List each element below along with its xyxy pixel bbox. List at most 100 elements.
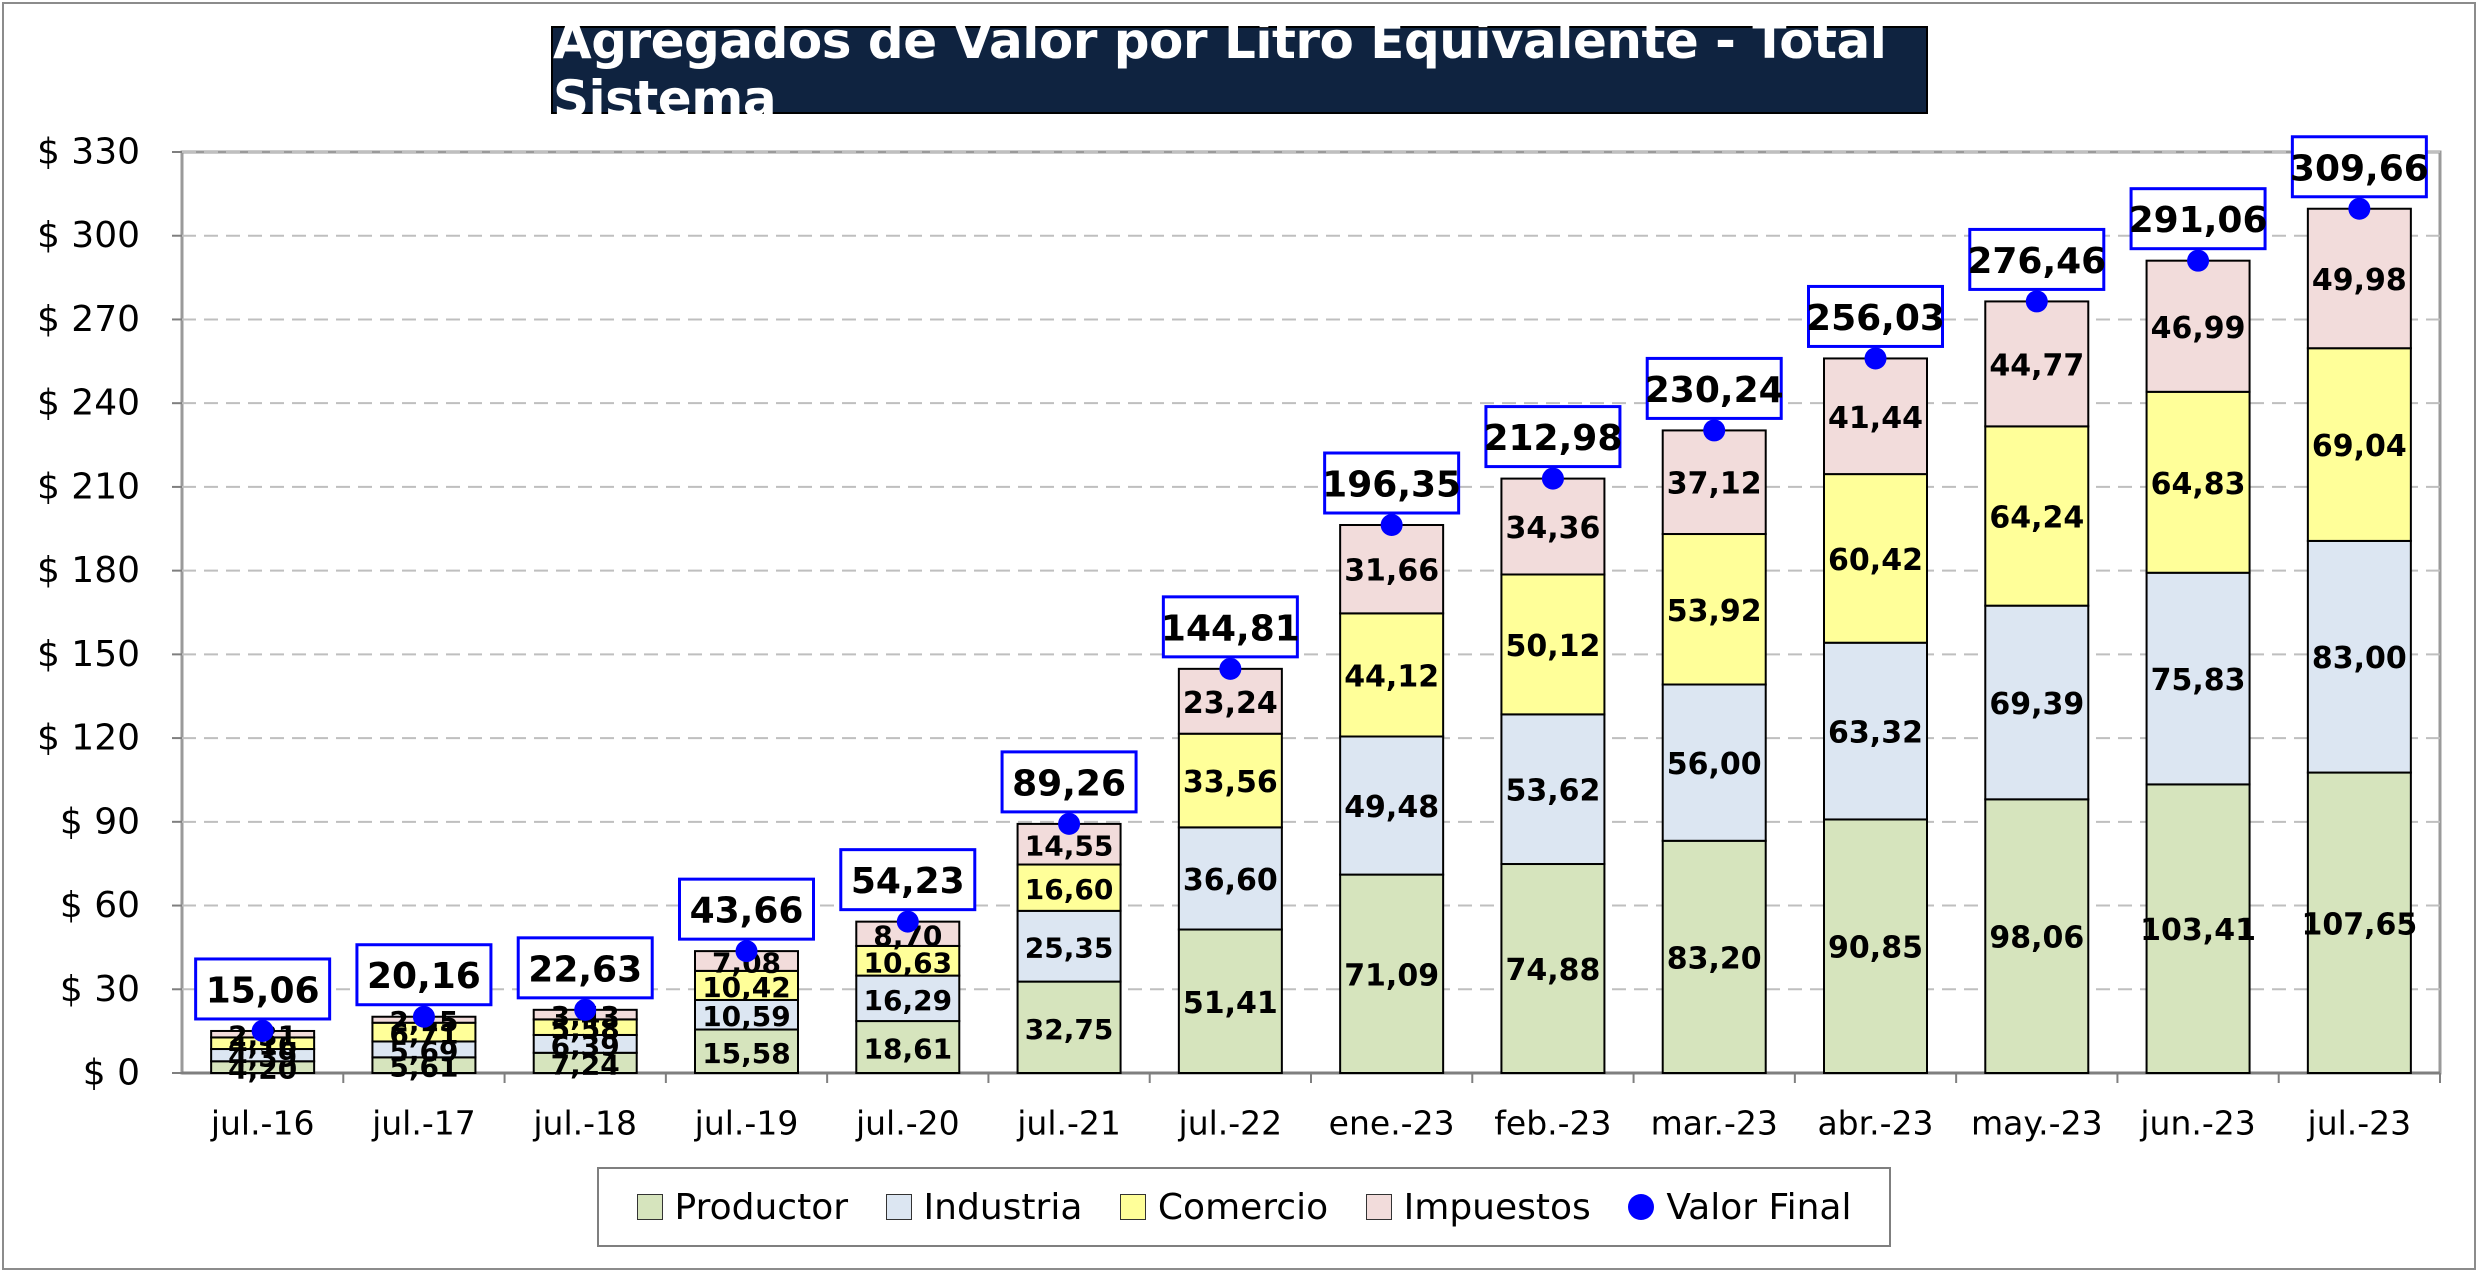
bar-label: 32,75	[1025, 1013, 1114, 1046]
bar-segment-industria	[1339, 735, 1445, 876]
total-label: 22,63	[528, 949, 642, 990]
chart-title-box: Agregados de Valor por Litro Equivalente…	[551, 12, 1928, 128]
x-tick-label: jul.-16	[210, 1104, 315, 1143]
valor-final-point	[412, 1005, 435, 1028]
total-label-box	[1000, 750, 1138, 814]
y-tick-label: $ 300	[37, 215, 140, 256]
total-label-box	[1323, 451, 1461, 515]
bar-label: 69,04	[2312, 429, 2407, 464]
bar-label: 83,00	[2312, 641, 2407, 676]
bar-segment-productor	[1823, 818, 1928, 1075]
bar-label: 75,83	[2151, 663, 2246, 698]
bar-segment-comercio	[855, 944, 961, 977]
bar-label: 51,41	[1183, 986, 1278, 1021]
valor-final-point	[735, 940, 758, 963]
bar-segment-impuestos	[1661, 429, 1767, 536]
total-label-box	[516, 936, 654, 1000]
bar-label: 10,59	[702, 1000, 791, 1033]
bar-label: 25,35	[1025, 932, 1114, 965]
total-label: 89,26	[1012, 763, 1126, 804]
bar-segment-comercio	[1339, 612, 1445, 738]
bar-segment-impuestos	[2306, 207, 2412, 350]
total-label: 212,98	[1483, 418, 1622, 459]
bar-label: 53,62	[1505, 774, 1600, 809]
x-tick-label: may.-23	[1971, 1104, 2103, 1143]
legend-label-industria: Industria	[923, 1186, 1083, 1228]
total-label: 276,46	[1967, 241, 2106, 282]
y-tick-label: $ 30	[60, 969, 140, 1010]
bar-segment-industria	[1500, 713, 1606, 866]
bar-label: 14,55	[1025, 830, 1114, 863]
y-tick-label: $ 210	[37, 466, 140, 507]
total-label-box	[839, 848, 977, 912]
total-label-box	[1484, 405, 1622, 469]
bar-label: 46,99	[2151, 311, 2246, 346]
y-tick-label: $ 90	[60, 801, 140, 842]
bar-label: 63,32	[1828, 716, 1923, 751]
bar-label: 16,29	[863, 984, 952, 1017]
y-tick-label: $ 150	[37, 634, 140, 675]
bar-label: 64,83	[2151, 467, 2246, 502]
bar-segment-impuestos	[1339, 524, 1445, 615]
valor-final-point	[1380, 514, 1403, 537]
bar-label: 44,77	[1989, 348, 2084, 383]
total-label: 230,24	[1645, 370, 1784, 411]
total-label-box	[1807, 284, 1944, 348]
bar-segment-comercio	[2306, 347, 2412, 542]
total-label: 15,06	[206, 970, 320, 1011]
x-tick-label: jul.-18	[532, 1104, 637, 1143]
bar-label: 74,88	[1505, 953, 1600, 988]
total-label-box	[2129, 187, 2267, 251]
valor-final-point	[2025, 290, 2048, 313]
x-tick-label: jun.-23	[2139, 1104, 2255, 1143]
bar-label: 18,61	[863, 1033, 952, 1066]
total-label: 20,16	[367, 956, 481, 997]
total-label-box	[2290, 135, 2428, 199]
legend-item-impuestos: Impuestos	[1365, 1186, 1591, 1228]
total-label-box	[1645, 356, 1783, 420]
y-tick-label: $ 60	[60, 885, 140, 926]
bar-segment-industria	[1823, 641, 1928, 821]
bar-segment-productor	[1339, 873, 1445, 1075]
bar-label: 98,06	[1989, 921, 2084, 956]
bar-label: 10,63	[863, 946, 952, 979]
bar-label: 64,24	[1989, 501, 2084, 536]
total-label: 256,03	[1806, 298, 1945, 339]
bar-label: 36,60	[1183, 863, 1278, 898]
x-tick-label: abr.-23	[1817, 1104, 1933, 1143]
bar-label: 33,56	[1183, 765, 1278, 800]
bar-segment-industria	[2145, 571, 2251, 786]
bar-label: 103,41	[2140, 913, 2256, 948]
bar-label: 23,24	[1183, 686, 1278, 721]
bar-segment-comercio	[1984, 425, 2090, 607]
bar-label: 31,66	[1344, 554, 1439, 589]
x-tick-label: jul.-19	[694, 1104, 799, 1143]
y-tick-label: $ 270	[37, 299, 140, 340]
bar-segment-comercio	[1661, 533, 1767, 686]
bar-segment-comercio	[694, 969, 799, 1001]
valor-final-point	[896, 910, 919, 933]
y-tick-label: $ 180	[37, 550, 140, 591]
bar-segment-productor	[1661, 839, 1767, 1075]
legend-swatch-industria	[885, 1194, 912, 1220]
y-tick-label: $ 240	[37, 383, 140, 424]
total-label: 291,06	[2129, 200, 2268, 241]
bar-label: 90,85	[1828, 931, 1923, 966]
legend-label-comercio: Comercio	[1157, 1186, 1329, 1228]
bar-segment-productor	[2145, 783, 2251, 1074]
legend-swatch-comercio	[1119, 1194, 1146, 1220]
x-tick-label: jul.-22	[1178, 1104, 1283, 1143]
legend-label-productor: Productor	[674, 1186, 849, 1228]
bar-label: 41,44	[1828, 401, 1923, 436]
total-label-box	[355, 943, 493, 1007]
x-tick-label: mar.-23	[1651, 1104, 1778, 1143]
bar-segment-industria	[2306, 539, 2412, 774]
legend-label-impuestos: Impuestos	[1403, 1186, 1591, 1228]
y-tick-label: $ 330	[37, 132, 140, 173]
x-tick-label: jul.-21	[1016, 1104, 1121, 1143]
valor-final-point	[1541, 467, 1564, 490]
bar-label: 10,42	[702, 971, 791, 1004]
legend-item-comercio: Comercio	[1119, 1186, 1329, 1228]
x-tick-label: jul.-23	[2307, 1104, 2412, 1143]
legend-item-productor: Productor	[636, 1186, 849, 1228]
